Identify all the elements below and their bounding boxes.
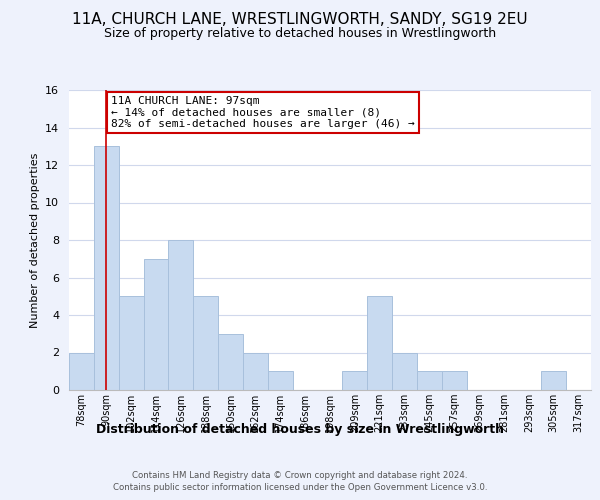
Text: Contains HM Land Registry data © Crown copyright and database right 2024.
Contai: Contains HM Land Registry data © Crown c… — [113, 471, 487, 492]
Bar — [169, 240, 193, 390]
Bar — [367, 296, 392, 390]
Text: 11A CHURCH LANE: 97sqm
← 14% of detached houses are smaller (8)
82% of semi-deta: 11A CHURCH LANE: 97sqm ← 14% of detached… — [111, 96, 415, 129]
Text: Size of property relative to detached houses in Wrestlingworth: Size of property relative to detached ho… — [104, 28, 496, 40]
Bar — [541, 371, 566, 390]
Bar — [119, 296, 143, 390]
Bar — [417, 371, 442, 390]
Bar — [392, 352, 417, 390]
Bar — [268, 371, 293, 390]
Bar — [343, 371, 367, 390]
Bar — [243, 352, 268, 390]
Bar — [218, 334, 243, 390]
Text: Distribution of detached houses by size in Wrestlingworth: Distribution of detached houses by size … — [96, 422, 504, 436]
Text: 11A, CHURCH LANE, WRESTLINGWORTH, SANDY, SG19 2EU: 11A, CHURCH LANE, WRESTLINGWORTH, SANDY,… — [72, 12, 528, 28]
Bar — [442, 371, 467, 390]
Bar — [94, 146, 119, 390]
Bar — [69, 352, 94, 390]
Y-axis label: Number of detached properties: Number of detached properties — [29, 152, 40, 328]
Bar — [193, 296, 218, 390]
Bar — [143, 259, 169, 390]
